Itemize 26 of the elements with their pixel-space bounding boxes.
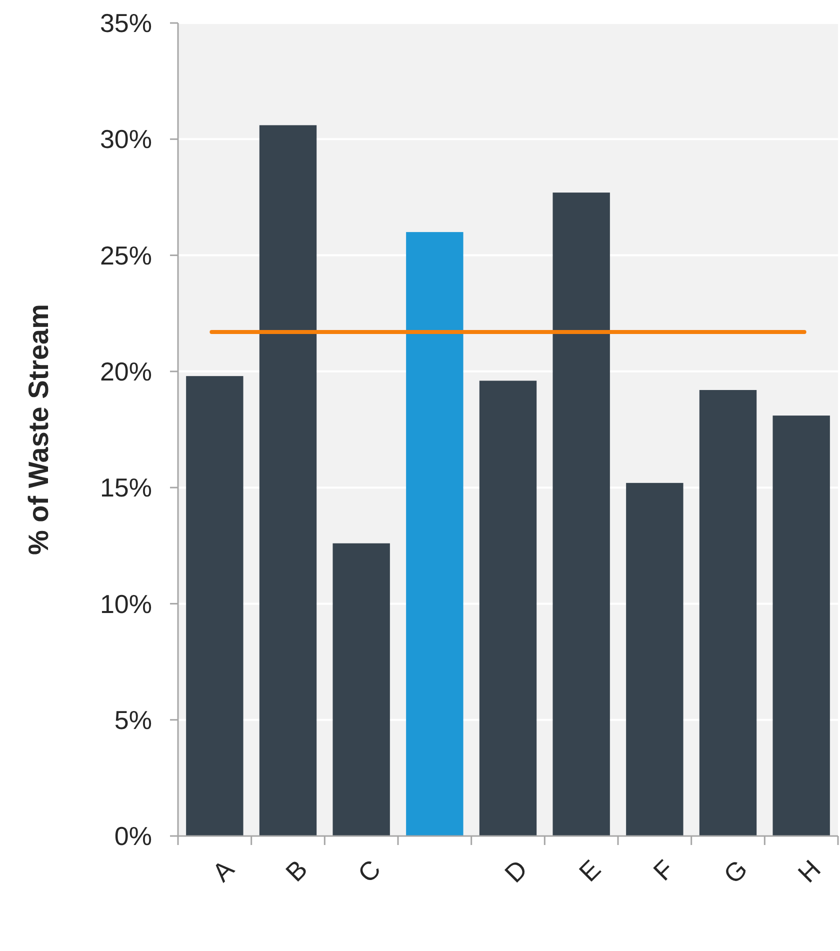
y-tick-label: 20% bbox=[100, 356, 152, 387]
x-tick-label: F bbox=[647, 854, 680, 886]
bar bbox=[699, 390, 757, 836]
y-tick-label: 25% bbox=[100, 240, 152, 270]
x-tick-label: C bbox=[352, 854, 386, 888]
y-tick-label: 10% bbox=[100, 588, 152, 619]
bar bbox=[772, 416, 830, 836]
bar bbox=[552, 192, 610, 836]
y-axis-title: % of Waste Stream bbox=[23, 304, 54, 556]
bar bbox=[332, 543, 390, 836]
bar bbox=[626, 482, 684, 836]
x-tick-label: D bbox=[498, 854, 534, 888]
x-tick-label: G bbox=[718, 854, 754, 890]
y-tick-label: 5% bbox=[114, 704, 152, 735]
y-tick-label: 30% bbox=[100, 124, 152, 154]
bar bbox=[406, 232, 464, 836]
x-tick-label: E bbox=[572, 854, 606, 888]
x-tick-label: B bbox=[280, 854, 314, 888]
y-tick-label: 0% bbox=[114, 821, 152, 852]
x-tick-label: A bbox=[206, 853, 240, 888]
x-tick-label: H bbox=[792, 854, 826, 888]
bar bbox=[259, 125, 317, 836]
bar bbox=[186, 376, 244, 836]
y-tick-label: 35% bbox=[100, 8, 152, 38]
bar bbox=[479, 380, 537, 836]
y-tick-label: 15% bbox=[100, 472, 152, 503]
